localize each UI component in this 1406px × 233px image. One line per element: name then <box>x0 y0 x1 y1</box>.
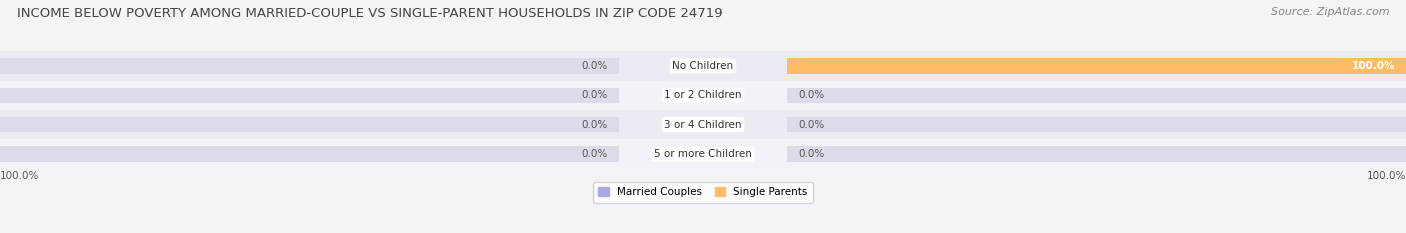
Text: 0.0%: 0.0% <box>799 149 824 159</box>
Bar <box>0 88 619 103</box>
Text: 3 or 4 Children: 3 or 4 Children <box>664 120 742 130</box>
Bar <box>0 81 1406 110</box>
Text: 1 or 2 Children: 1 or 2 Children <box>664 90 742 100</box>
Bar <box>787 117 1406 132</box>
Text: No Children: No Children <box>672 61 734 71</box>
Bar <box>0 139 1406 169</box>
Text: 0.0%: 0.0% <box>582 90 609 100</box>
Bar <box>0 58 619 74</box>
Bar <box>0 110 1406 139</box>
Bar <box>0 51 1406 81</box>
Text: 100.0%: 100.0% <box>0 171 39 181</box>
Bar <box>787 58 1406 74</box>
Bar <box>787 147 1406 162</box>
Bar <box>0 147 619 162</box>
Text: Source: ZipAtlas.com: Source: ZipAtlas.com <box>1271 7 1389 17</box>
Bar <box>787 88 1406 103</box>
Text: 0.0%: 0.0% <box>799 120 824 130</box>
Legend: Married Couples, Single Parents: Married Couples, Single Parents <box>593 182 813 203</box>
Text: 100.0%: 100.0% <box>1367 171 1406 181</box>
Text: 5 or more Children: 5 or more Children <box>654 149 752 159</box>
Text: 0.0%: 0.0% <box>799 90 824 100</box>
Text: 0.0%: 0.0% <box>582 120 609 130</box>
Text: 100.0%: 100.0% <box>1353 61 1395 71</box>
Text: 0.0%: 0.0% <box>582 149 609 159</box>
Text: INCOME BELOW POVERTY AMONG MARRIED-COUPLE VS SINGLE-PARENT HOUSEHOLDS IN ZIP COD: INCOME BELOW POVERTY AMONG MARRIED-COUPL… <box>17 7 723 20</box>
Bar <box>0 117 619 132</box>
Bar <box>787 58 1406 74</box>
Text: 0.0%: 0.0% <box>582 61 609 71</box>
